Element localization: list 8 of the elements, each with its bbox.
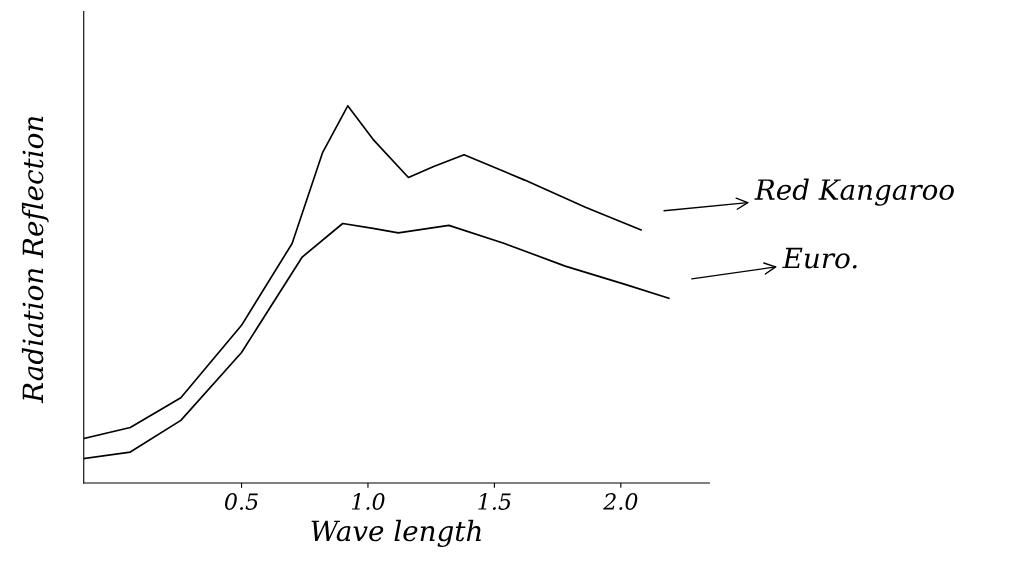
legend-label: Red Kangaroo <box>754 178 954 206</box>
x-tick-label: 1.0 <box>351 493 385 510</box>
x-tick-label: 1.5 <box>478 493 511 510</box>
y-axis-title: Radiation Reflection <box>21 116 49 404</box>
x-axis-title: Wave length <box>311 519 481 548</box>
x-tick-label: 0.5 <box>225 493 258 510</box>
legend-label: Euro. <box>782 247 857 269</box>
x-tick-label: 2.0 <box>603 493 638 510</box>
